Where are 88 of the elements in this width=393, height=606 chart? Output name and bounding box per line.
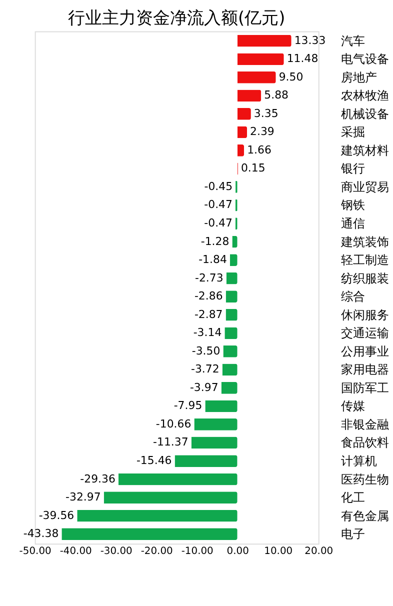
y-tick-label: 银行 [340,162,365,176]
bar [221,382,238,394]
bar [104,492,238,504]
x-tick-label: -20.00 [140,546,173,558]
data-label: -2.73 [195,271,224,284]
y-tick-label: 通信 [340,216,365,231]
bar [237,144,244,156]
y-tick-label: 化工 [340,490,365,505]
y-tick-label: 机械设备 [340,106,389,121]
data-label: -15.46 [136,454,172,467]
data-label: 9.50 [278,70,304,84]
data-label: -1.84 [198,253,227,266]
x-tick-label: -50.00 [19,546,52,558]
data-label: -3.72 [190,362,220,376]
bar [230,254,238,266]
data-label: -0.47 [204,198,233,212]
y-tick-label: 电子 [340,527,365,542]
bar [205,400,238,412]
y-tick-label: 计算机 [340,454,377,468]
data-label: -3.14 [193,326,222,340]
bar [77,510,238,522]
y-tick-label: 房地产 [340,70,377,84]
data-label: 1.66 [247,143,272,156]
bar [174,455,238,467]
y-tick-label: 商业贸易 [340,180,389,194]
data-label: 0.15 [240,162,266,175]
x-tick-label: -10.00 [181,546,214,558]
y-tick-label: 建筑装饰 [340,234,389,249]
y-tick-label: 采掘 [340,125,365,140]
data-label: -2.87 [194,308,223,321]
data-label: 2.39 [250,125,274,138]
data-label: -32.97 [66,490,101,504]
y-tick-label: 纺织服装 [340,271,389,286]
data-label: -7.95 [174,399,202,412]
bar [237,90,262,102]
data-label: -0.45 [204,180,233,193]
bar [237,71,276,84]
data-label: -3.97 [190,380,218,394]
bar [194,418,238,430]
y-tick-label: 食品饮料 [340,436,389,450]
y-tick-label: 轻工制造 [340,253,389,268]
bar [237,53,284,66]
data-label: 5.88 [264,88,289,102]
data-label: 3.35 [254,106,278,120]
y-tick-label: 医药生物 [340,472,389,486]
bar [191,436,238,449]
data-label: -1.28 [200,234,230,248]
data-label: -29.36 [80,472,116,486]
bar [237,126,248,138]
data-label: -39.56 [38,508,74,522]
bar [226,272,238,284]
y-tick-label: 农林牧渔 [340,88,389,103]
bar [224,327,238,340]
y-tick-label: 有色金属 [340,508,389,523]
chart-title: 行业主力资金净流入额(亿元) [68,7,286,28]
bar [237,108,251,120]
y-tick-label: 建筑材料 [340,143,389,158]
y-tick-label: 非银金融 [340,417,389,432]
data-label: -11.37 [153,436,188,449]
y-tick-label: 钢铁 [340,198,365,212]
y-tick-label: 国防军工 [340,380,389,395]
data-label: -10.66 [156,417,192,430]
bar [62,528,238,540]
y-tick-label: 休闲服务 [340,308,389,322]
data-label: -0.47 [204,216,233,230]
bar [226,308,238,321]
bar [237,34,292,47]
y-tick-label: 电气设备 [340,52,389,66]
data-label: 13.33 [294,34,326,47]
y-tick-label: 汽车 [340,34,365,48]
x-tick-label: -40.00 [60,546,92,558]
y-tick-label: 综合 [340,290,365,304]
x-tick-label: 20.00 [304,546,334,558]
data-label: -3.50 [192,344,220,358]
data-label: -2.86 [194,290,223,303]
x-tick-label: 10.00 [264,546,293,558]
y-tick-label: 家用电器 [340,362,389,377]
data-label: 11.48 [286,52,318,66]
y-tick-label: 交通运输 [340,326,389,340]
bar [118,473,238,486]
x-tick-label: -30.00 [100,546,132,558]
bar [222,364,238,376]
data-label: -43.38 [23,527,59,540]
bar [223,345,238,358]
y-tick-label: 公用事业 [340,344,389,358]
y-tick-label: 传媒 [340,399,365,414]
bar [226,290,238,303]
x-tick-label: 0.00 [226,546,249,558]
